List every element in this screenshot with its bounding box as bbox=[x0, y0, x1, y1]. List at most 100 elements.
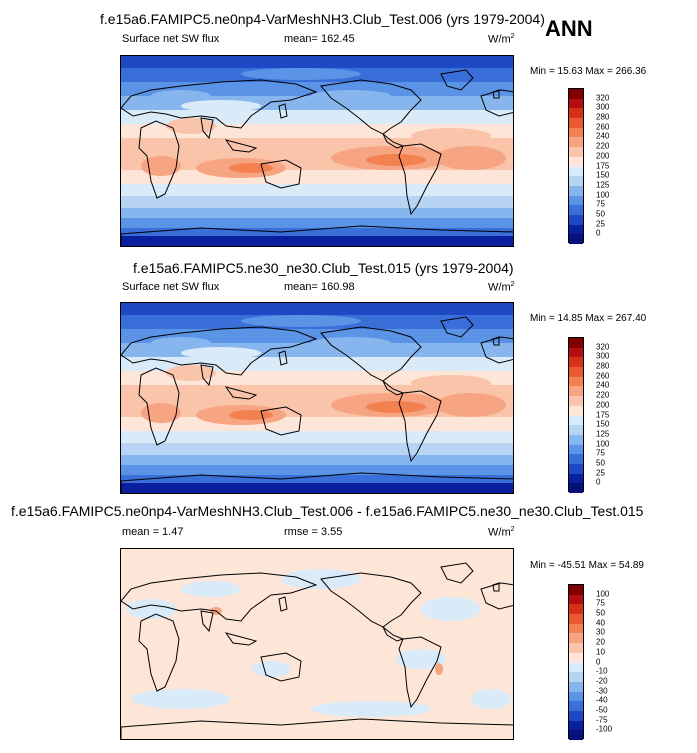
colorbar-tick-label: -10 bbox=[596, 666, 608, 676]
panel-2-mean-label: mean= 160.98 bbox=[284, 281, 355, 293]
colorbar-tick-label: 30 bbox=[596, 627, 605, 637]
season-label: ANN bbox=[545, 16, 593, 41]
colorbar-swatch bbox=[569, 444, 583, 455]
colorbar-swatch bbox=[569, 357, 583, 368]
colorbar-swatch bbox=[569, 730, 583, 740]
panel-2-title: f.e15a6.FAMIPC5.ne30_ne30.Club_Test.015 … bbox=[133, 260, 514, 276]
colorbar-tick-label: 0 bbox=[596, 657, 601, 666]
colorbar-swatch bbox=[569, 614, 583, 624]
colorbar-swatch bbox=[569, 89, 583, 99]
colorbar-tick-label: 150 bbox=[596, 419, 610, 429]
colorbar-tick-label: 20 bbox=[596, 637, 605, 647]
colorbar-tick-label: -75 bbox=[596, 715, 608, 725]
colorbar-swatch bbox=[569, 98, 583, 109]
colorbar-tick-label: 75 bbox=[596, 199, 605, 209]
panel-2-colorbar bbox=[568, 337, 584, 493]
colorbar-tick-label: 220 bbox=[596, 141, 610, 151]
colorbar-swatch bbox=[569, 347, 583, 358]
colorbar-tick-label: 25 bbox=[596, 468, 605, 478]
colorbar-tick-label: 220 bbox=[596, 390, 610, 400]
colorbar-swatch bbox=[569, 127, 583, 138]
colorbar-tick-label: 150 bbox=[596, 170, 610, 180]
panel-3-rmse-label: rmse = 3.55 bbox=[284, 526, 343, 538]
panel-3-units: W/m2 bbox=[488, 526, 515, 539]
colorbar-swatch bbox=[569, 415, 583, 426]
panel-1-colorbar bbox=[568, 88, 584, 244]
colorbar-swatch bbox=[569, 405, 583, 416]
colorbar-tick-label: 200 bbox=[596, 400, 610, 410]
colorbar-tick-label: 175 bbox=[596, 410, 610, 419]
colorbar-swatch bbox=[569, 176, 583, 186]
panel-3-title: f.e15a6.FAMIPC5.ne0np4-VarMeshNH3.Club_T… bbox=[11, 503, 644, 519]
colorbar-swatch bbox=[569, 224, 583, 235]
colorbar-tick-label: 50 bbox=[596, 209, 605, 219]
colorbar-swatch bbox=[569, 425, 583, 435]
panel-3-minmax: Min = -45.51 Max = 54.89 bbox=[530, 560, 644, 571]
colorbar-swatch bbox=[569, 710, 583, 721]
panel-3-map bbox=[120, 548, 514, 740]
panel-1-map bbox=[120, 55, 514, 247]
colorbar-swatch bbox=[569, 662, 583, 673]
colorbar-tick-label: 175 bbox=[596, 161, 610, 170]
colorbar-swatch bbox=[569, 396, 583, 406]
colorbar-tick-label: -40 bbox=[596, 695, 608, 705]
colorbar-swatch bbox=[569, 386, 583, 397]
colorbar-tick-label: 125 bbox=[596, 429, 610, 439]
colorbar-tick-label: 260 bbox=[596, 371, 610, 381]
colorbar-tick-label: 75 bbox=[596, 598, 605, 608]
colorbar-swatch bbox=[569, 643, 583, 653]
colorbar-tick-label: 320 bbox=[596, 342, 610, 352]
colorbar-tick-label: 0 bbox=[596, 228, 601, 238]
colorbar-tick-label: 260 bbox=[596, 122, 610, 132]
colorbar-swatch bbox=[569, 623, 583, 634]
colorbar-swatch bbox=[569, 585, 583, 595]
colorbar-swatch bbox=[569, 214, 583, 225]
colorbar-tick-label: 75 bbox=[596, 448, 605, 458]
colorbar-swatch bbox=[569, 434, 583, 445]
colorbar-swatch bbox=[569, 166, 583, 177]
colorbar-swatch bbox=[569, 137, 583, 148]
colorbar-swatch bbox=[569, 156, 583, 167]
colorbar-swatch bbox=[569, 118, 583, 128]
panel-3-colorbar bbox=[568, 584, 584, 740]
panel-2-minmax: Min = 14.85 Max = 267.40 bbox=[530, 313, 647, 324]
colorbar-tick-label: -30 bbox=[596, 686, 608, 696]
panel-1-units: W/m2 bbox=[488, 33, 515, 46]
colorbar-swatch bbox=[569, 454, 583, 464]
colorbar-swatch bbox=[569, 338, 583, 348]
panel-1-variable-label: Surface net SW flux bbox=[122, 33, 220, 45]
panel-1-minmax: Min = 15.63 Max = 266.36 bbox=[530, 66, 647, 77]
colorbar-swatch bbox=[569, 701, 583, 711]
colorbar-swatch bbox=[569, 652, 583, 663]
colorbar-swatch bbox=[569, 672, 583, 682]
colorbar-tick-label: -20 bbox=[596, 676, 608, 686]
panel-2-variable-label: Surface net SW flux bbox=[122, 281, 220, 293]
colorbar-tick-label: 40 bbox=[596, 618, 605, 628]
colorbar-swatch bbox=[569, 594, 583, 605]
colorbar-swatch bbox=[569, 720, 583, 731]
colorbar-swatch bbox=[569, 463, 583, 474]
colorbar-tick-label: -100 bbox=[596, 724, 613, 734]
colorbar-tick-label: 200 bbox=[596, 151, 610, 161]
colorbar-tick-label: 100 bbox=[596, 589, 610, 599]
panel-1-mean-label: mean= 162.45 bbox=[284, 33, 355, 45]
colorbar-swatch bbox=[569, 195, 583, 206]
colorbar-tick-label: 320 bbox=[596, 93, 610, 103]
colorbar-swatch bbox=[569, 205, 583, 215]
colorbar-tick-label: 10 bbox=[596, 647, 605, 657]
colorbar-swatch bbox=[569, 367, 583, 377]
panel-2-units: W/m2 bbox=[488, 281, 515, 294]
colorbar-swatch bbox=[569, 483, 583, 493]
colorbar-swatch bbox=[569, 691, 583, 702]
panel-1-title: f.e15a6.FAMIPC5.ne0np4-VarMeshNH3.Club_T… bbox=[100, 11, 545, 27]
colorbar-tick-label: 300 bbox=[596, 102, 610, 112]
colorbar-tick-label: 280 bbox=[596, 112, 610, 122]
colorbar-tick-label: 125 bbox=[596, 180, 610, 190]
colorbar-tick-label: 100 bbox=[596, 190, 610, 200]
colorbar-tick-label: 25 bbox=[596, 219, 605, 229]
colorbar-tick-label: 240 bbox=[596, 131, 610, 141]
colorbar-tick-label: 300 bbox=[596, 351, 610, 361]
colorbar-tick-label: 50 bbox=[596, 608, 605, 618]
colorbar-tick-label: 240 bbox=[596, 380, 610, 390]
colorbar-tick-label: 100 bbox=[596, 439, 610, 449]
